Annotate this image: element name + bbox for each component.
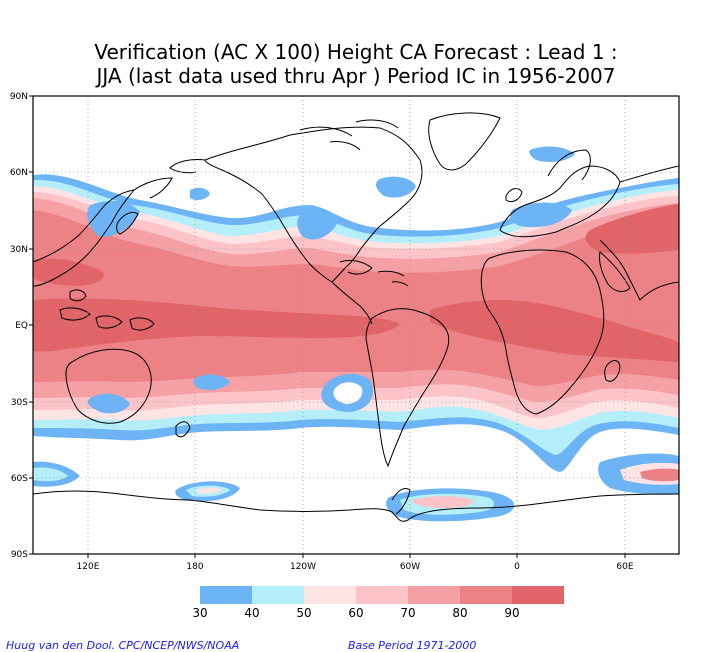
lon-label: 60E bbox=[616, 562, 633, 572]
coast-central-america bbox=[331, 281, 373, 325]
base-period-text: Base Period 1971-2000 bbox=[348, 639, 477, 652]
coast-scandinavia bbox=[547, 149, 591, 181]
colorbar-swatch bbox=[408, 586, 460, 604]
lat-label: EQ bbox=[15, 321, 28, 331]
colorbar-swatch bbox=[512, 586, 564, 604]
coast-africa bbox=[480, 249, 605, 415]
lon-label: 120W bbox=[290, 562, 316, 572]
colorbar-swatch bbox=[252, 586, 304, 604]
blob-greenland bbox=[529, 146, 575, 162]
title-line-1: Verification (AC X 100) Height CA Foreca… bbox=[94, 40, 618, 64]
band-90-pac-sub bbox=[33, 258, 104, 286]
lat-label: 30N bbox=[10, 245, 28, 255]
colorbar-swatch bbox=[200, 586, 252, 604]
coastlines bbox=[33, 112, 679, 522]
coast-indonesia bbox=[59, 289, 155, 331]
graticule bbox=[33, 96, 679, 554]
coast-south-america bbox=[365, 308, 450, 468]
map-area bbox=[33, 96, 679, 554]
blob-central-pac bbox=[190, 187, 210, 201]
coast-arctic-canada bbox=[299, 119, 399, 151]
blob-s-pacific bbox=[193, 374, 230, 390]
lat-label: 60S bbox=[11, 474, 28, 484]
lat-axis: 90N 60N 30N EQ 30S 60S 90S bbox=[10, 92, 33, 560]
colorbar-swatch bbox=[356, 586, 408, 604]
coast-australia bbox=[65, 348, 152, 424]
blob-se-pacific-hole bbox=[333, 382, 363, 404]
title-line-2: JJA (last data used thru Apr ) Period IC… bbox=[96, 64, 616, 88]
colorbar-label: 60 bbox=[348, 606, 363, 620]
band-90-pacific bbox=[33, 298, 400, 352]
colorbar-label: 40 bbox=[244, 606, 259, 620]
colorbar-label: 50 bbox=[296, 606, 311, 620]
credit-text: Huug van den Dool. CPC/NCEP/NWS/NOAA bbox=[6, 639, 240, 652]
colorbar-label: 80 bbox=[452, 606, 467, 620]
coast-japan bbox=[116, 211, 139, 235]
lon-label: 180 bbox=[186, 562, 203, 572]
lon-axis: 120E 180 120W 60W 0 60E bbox=[77, 554, 634, 572]
colorbar-swatch bbox=[304, 586, 356, 604]
lon-label: 0 bbox=[514, 562, 520, 572]
coast-madagascar bbox=[604, 360, 621, 382]
band-sh-pac-core bbox=[196, 487, 222, 494]
colorbar-label: 70 bbox=[400, 606, 415, 620]
colorbar-label: 90 bbox=[504, 606, 519, 620]
coast-antarctica bbox=[33, 490, 679, 522]
coast-alaska bbox=[169, 159, 206, 174]
coast-new-zealand bbox=[175, 421, 191, 438]
coast-north-america bbox=[204, 126, 423, 283]
colorbar bbox=[200, 586, 564, 604]
blob-europe bbox=[510, 202, 572, 228]
coast-greenland bbox=[428, 112, 501, 171]
band-90-asia bbox=[585, 204, 679, 254]
blob-hudson bbox=[376, 176, 416, 198]
lat-label: 90S bbox=[11, 550, 28, 560]
lon-label: 120E bbox=[77, 562, 100, 572]
blob-australia-s bbox=[88, 393, 130, 414]
coast-uk bbox=[505, 188, 523, 203]
lat-label: 60N bbox=[10, 168, 28, 178]
skill-shading bbox=[33, 146, 679, 522]
coast-east-asia bbox=[33, 189, 136, 287]
colorbar-labels: 30 40 50 60 70 80 90 bbox=[192, 606, 519, 620]
band-sh-atl-core bbox=[412, 496, 474, 508]
blob-north-america bbox=[297, 209, 338, 240]
coast-arabia bbox=[599, 251, 631, 292]
colorbar-label: 30 bbox=[192, 606, 207, 620]
coast-caribbean bbox=[377, 270, 409, 287]
lon-label: 60W bbox=[400, 562, 420, 572]
lat-label: 30S bbox=[11, 398, 28, 408]
coast-gulf bbox=[339, 259, 373, 275]
coast-antarctic-peninsula bbox=[391, 487, 411, 515]
lat-label: 90N bbox=[10, 92, 28, 102]
coast-kamchatka bbox=[133, 177, 173, 199]
map-title: Verification (AC X 100) Height CA Foreca… bbox=[0, 40, 712, 88]
colorbar-swatch bbox=[460, 586, 512, 604]
